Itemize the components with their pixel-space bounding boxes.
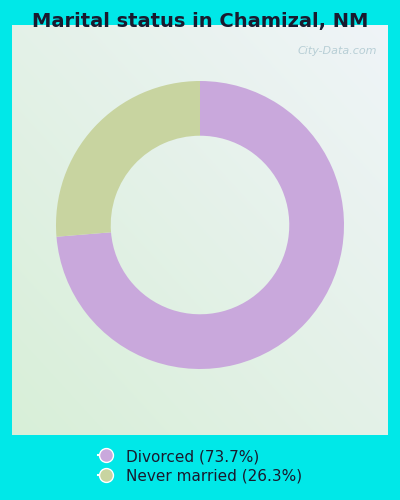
Wedge shape: [56, 81, 200, 236]
Text: City-Data.com: City-Data.com: [297, 46, 377, 56]
Legend: Divorced (73.7%), Never married (26.3%): Divorced (73.7%), Never married (26.3%): [92, 443, 308, 490]
Text: Marital status in Chamizal, NM: Marital status in Chamizal, NM: [32, 12, 368, 32]
Wedge shape: [56, 81, 344, 369]
